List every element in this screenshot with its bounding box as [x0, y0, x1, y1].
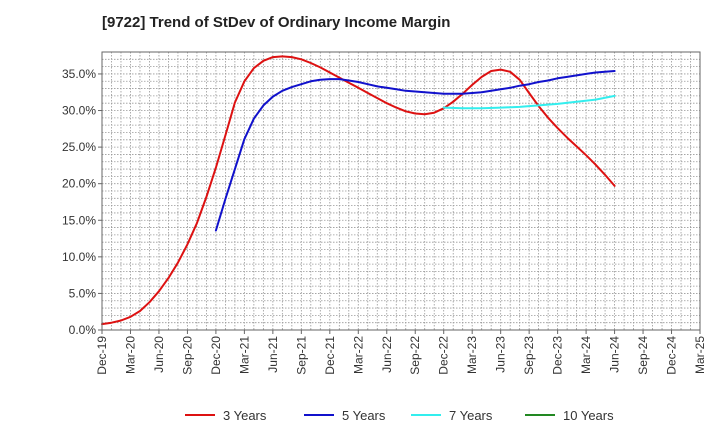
- x-tick-label: Mar-22: [351, 336, 365, 374]
- x-tick-label: Dec-23: [551, 336, 565, 375]
- x-tick-label: Sep-20: [180, 336, 194, 375]
- x-tick-label: Dec-24: [665, 336, 679, 375]
- x-tick-label: Dec-21: [323, 336, 337, 375]
- x-tick-label: Sep-24: [636, 336, 650, 375]
- x-tick-label: Sep-22: [408, 336, 422, 375]
- y-tick-label: 10.0%: [62, 250, 96, 264]
- legend: 3 Years 5 Years 7 Years 10 Years: [185, 408, 614, 423]
- legend-label: 10 Years: [563, 408, 614, 423]
- y-tick-label: 30.0%: [62, 104, 96, 118]
- axes: 0.0% 5.0% 10.0% 15.0% 20.0% 25.0% 30.0% 35.0% De…: [62, 51, 707, 375]
- x-tick-label: Sep-23: [522, 336, 536, 375]
- x-tick-label: Sep-21: [294, 336, 308, 375]
- series-line-7-years: [442, 94, 616, 110]
- y-tick-label: 25.0%: [62, 140, 96, 154]
- plot-frame: [101, 51, 701, 331]
- x-tick-label: Jun-21: [266, 336, 280, 373]
- x-tick-label: Mar-25: [693, 336, 707, 374]
- x-tick-label: Dec-20: [209, 336, 223, 375]
- x-tick-label: Mar-20: [123, 336, 137, 374]
- x-tick-label: Jun-22: [380, 336, 394, 373]
- x-tick-label: Jun-23: [494, 336, 508, 373]
- series-line-5-years: [214, 70, 616, 232]
- y-tick-label: 0.0%: [69, 323, 97, 337]
- legend-label: 7 Years: [449, 408, 493, 423]
- legend-label: 3 Years: [223, 408, 267, 423]
- x-tick-label: Mar-23: [465, 336, 479, 374]
- y-tick-label: 15.0%: [62, 213, 96, 227]
- y-tick-label: 35.0%: [62, 67, 96, 81]
- x-tick-label: Mar-24: [579, 336, 593, 374]
- series-lines: [101, 55, 616, 326]
- x-tick-label: Jun-24: [608, 336, 622, 373]
- legend-label: 5 Years: [342, 408, 386, 423]
- x-tick-label: Dec-22: [437, 336, 451, 375]
- chart-title: [9722] Trend of StDev of Ordinary Income…: [102, 14, 451, 31]
- x-tick-label: Mar-21: [237, 336, 251, 374]
- y-tick-label: 5.0%: [69, 286, 97, 300]
- y-tick-label: 20.0%: [62, 177, 96, 191]
- x-tick-label: Dec-19: [95, 336, 109, 375]
- series-line-3-years: [101, 55, 616, 326]
- grid: [101, 51, 701, 331]
- x-tick-label: Jun-20: [152, 336, 166, 373]
